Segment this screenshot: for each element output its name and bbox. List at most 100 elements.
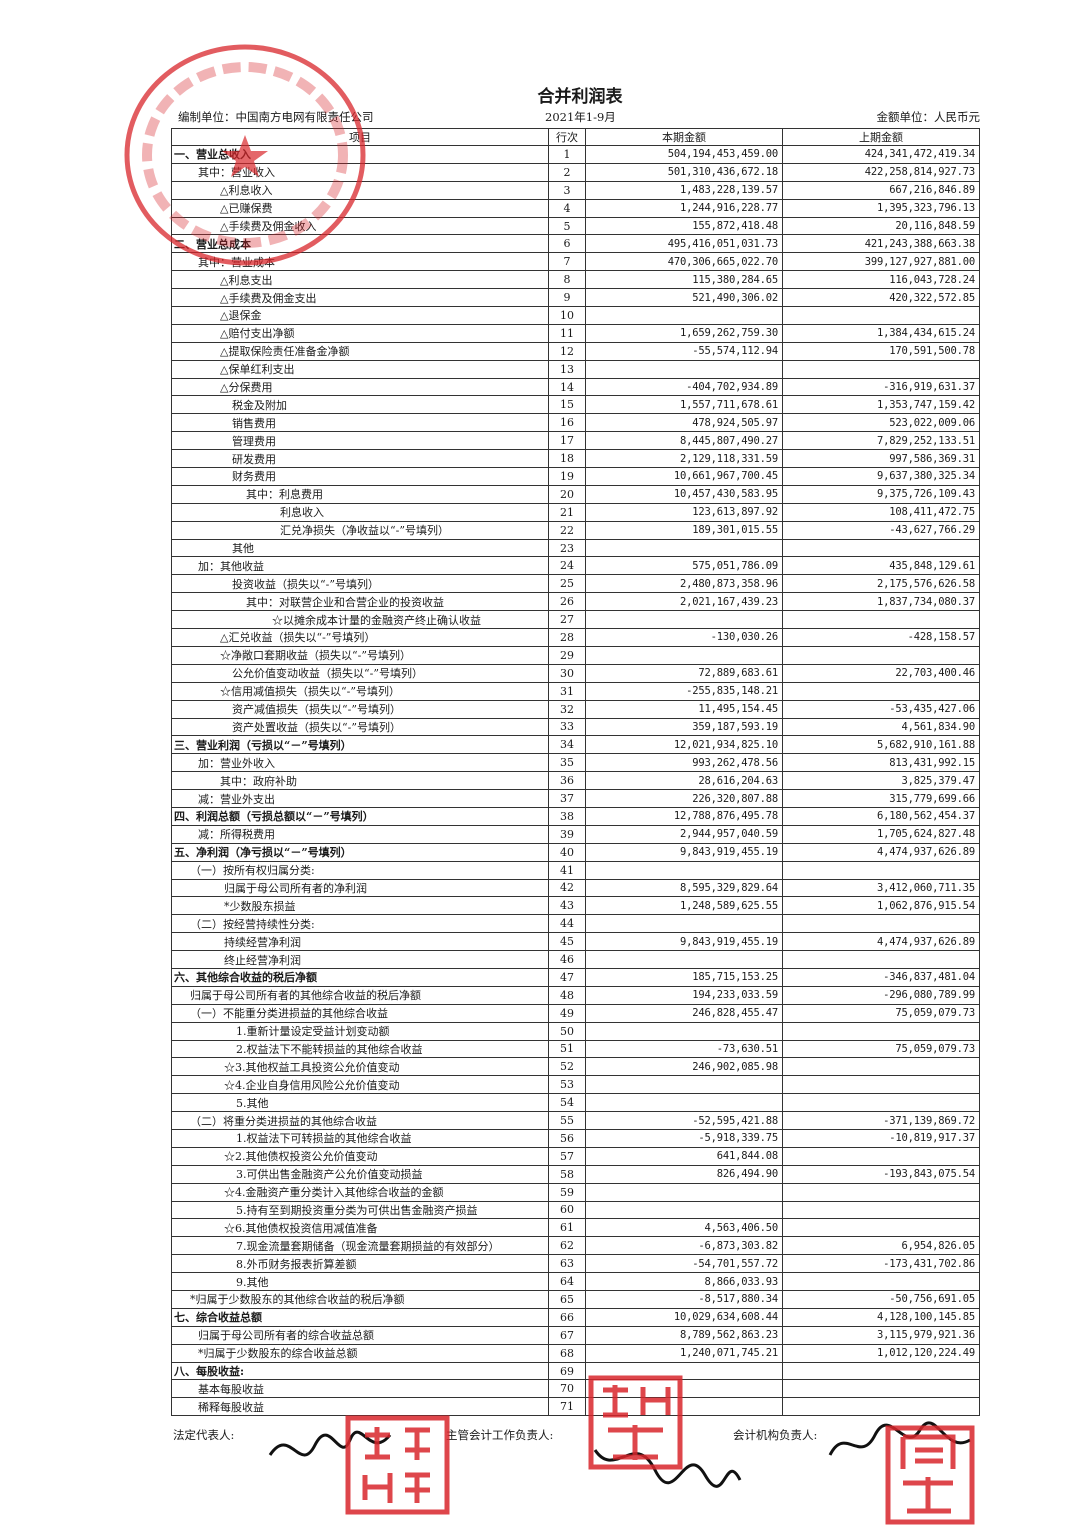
table-row: 投资收益（损失以“-”号填列） 25 2,480,873,358.96 2,175,5… xyxy=(171,574,980,594)
prior-amount: -346,837,481.04 xyxy=(782,967,980,987)
current-amount: 501,310,436,672.18 xyxy=(585,162,783,182)
row-label: 二、营业总成本 xyxy=(171,234,549,254)
row-number: 42 xyxy=(548,878,586,898)
row-number: 29 xyxy=(548,645,586,665)
table-row: 研发费用 18 2,129,118,331.59 997,586,369.31 xyxy=(171,449,980,469)
table-row: *归属于少数股东的综合收益总额 68 1,240,071,745.21 1,012,1… xyxy=(171,1343,980,1363)
row-label: 公允价值变动收益（损失以“-”号填列） xyxy=(171,663,549,683)
table-row: 稀释每股收益 71 xyxy=(171,1397,980,1417)
prior-amount: 399,127,927,881.00 xyxy=(782,252,980,272)
current-amount xyxy=(585,950,783,969)
prior-amount: 3,825,379.47 xyxy=(782,771,980,791)
prior-amount: 1,353,747,159.42 xyxy=(782,395,980,415)
table-row: 终止经营净利润 46 xyxy=(171,950,980,969)
table-row: 7.现金流量套期储备（现金流量套期损益的有效部分） 62 -6,873,303.82… xyxy=(171,1236,980,1256)
row-number: 68 xyxy=(548,1343,586,1363)
table-row: 5.其他 54 xyxy=(171,1093,980,1113)
signature-accounting-head xyxy=(828,1421,971,1456)
document-title: 合并利润表 xyxy=(537,87,623,107)
current-amount: 1,659,262,759.30 xyxy=(585,323,783,343)
row-label: 七、综合收益总额 xyxy=(171,1307,549,1327)
row-label: 资产处置收益（损失以“-”号填列） xyxy=(171,717,549,737)
prior-amount: -173,431,702.86 xyxy=(782,1254,980,1274)
row-number: 37 xyxy=(548,789,586,808)
current-amount: 189,301,015.55 xyxy=(585,520,783,540)
row-label: 投资收益（损失以“-”号填列） xyxy=(171,574,549,594)
signature-legal-rep xyxy=(268,1430,392,1457)
prior-amount: 1,012,120,224.49 xyxy=(782,1343,980,1363)
row-number: 55 xyxy=(548,1111,586,1130)
prior-amount: 9,375,726,109.43 xyxy=(782,484,980,504)
prior-amount xyxy=(782,359,980,379)
current-amount xyxy=(585,1397,783,1417)
prior-amount: 3,115,979,921.36 xyxy=(782,1325,980,1345)
row-number: 52 xyxy=(548,1057,586,1077)
row-label: 五、净利润（净亏损以“－”号填列） xyxy=(171,842,549,862)
current-amount: 194,233,033.59 xyxy=(585,985,783,1005)
table-header-row: 项目 行次 本期金额 上期金额 xyxy=(171,128,980,146)
table-row: △提取保险责任准备金净额 12 -55,574,112.94 170,591,500.… xyxy=(171,341,980,361)
current-amount: 4,563,406.50 xyxy=(585,1218,783,1238)
table-row: ☆净敞口套期收益（损失以“-”号填列） 29 xyxy=(171,645,980,665)
row-number: 49 xyxy=(548,1003,586,1023)
row-number: 24 xyxy=(548,556,586,576)
row-label: 三、营业利润（亏损以“－”号填列） xyxy=(171,735,549,755)
row-label: 其中：政府补助 xyxy=(171,771,549,791)
row-number: 20 xyxy=(548,484,586,504)
table-row: 销售费用 16 478,924,505.97 523,022,009.06 xyxy=(171,413,980,433)
prior-amount: 813,431,992.15 xyxy=(782,753,980,773)
table-row: 其他 23 xyxy=(171,538,980,558)
row-number: 10 xyxy=(548,306,586,325)
row-label: 稀释每股收益 xyxy=(171,1397,549,1417)
table-row: 加：营业外收入 35 993,262,478.56 813,431,992.15 xyxy=(171,753,980,773)
prior-amount: 4,561,834.90 xyxy=(782,717,980,737)
prior-amount xyxy=(782,1379,980,1399)
row-label: 归属于母公司所有者的综合收益总额 xyxy=(171,1325,549,1345)
row-label: （一）不能重分类进损益的其他综合收益 xyxy=(171,1003,549,1023)
current-amount xyxy=(585,645,783,665)
row-number: 57 xyxy=(548,1146,586,1166)
table-row: △手续费及佣金收入 5 155,872,418.48 20,116,848.59 xyxy=(171,216,980,236)
row-label: 其中：利息费用 xyxy=(171,484,549,504)
row-label: 持续经营净利润 xyxy=(171,932,549,952)
row-number: 30 xyxy=(548,663,586,683)
row-label: 销售费用 xyxy=(171,413,549,433)
row-number: 48 xyxy=(548,985,586,1005)
table-row: ☆6.其他债权投资信用减值准备 61 4,563,406.50 xyxy=(171,1218,980,1238)
prior-amount: 421,243,388,663.38 xyxy=(782,234,980,254)
current-amount xyxy=(585,1021,783,1041)
row-number: 18 xyxy=(548,449,586,469)
row-label: 归属于母公司所有者的净利润 xyxy=(171,878,549,898)
row-label: ☆2.其他债权投资公允价值变动 xyxy=(171,1146,549,1166)
row-label: 财务费用 xyxy=(171,467,549,486)
prior-amount: 420,322,572.85 xyxy=(782,288,980,308)
row-number: 5 xyxy=(548,216,586,236)
table-row: 资产处置收益（损失以“-”号填列） 33 359,187,593.19 4,561,8… xyxy=(171,717,980,737)
table-row: 五、净利润（净亏损以“－”号填列） 40 9,843,919,455.19 4,474… xyxy=(171,842,980,862)
row-label: ☆4.金融资产重分类计入其他综合收益的金额 xyxy=(171,1182,549,1202)
current-amount xyxy=(585,1361,783,1381)
current-amount: 115,380,284.65 xyxy=(585,270,783,290)
current-amount xyxy=(585,1093,783,1113)
current-amount xyxy=(585,1075,783,1095)
current-amount: 10,457,430,583.95 xyxy=(585,484,783,504)
prior-amount: 9,637,380,325.34 xyxy=(782,467,980,486)
row-number: 38 xyxy=(548,806,586,826)
row-label: 1.权益法下可转损益的其他综合收益 xyxy=(171,1128,549,1148)
report-period: 2021年1-9月 xyxy=(545,110,616,124)
legal-representative-label: 法定代表人: xyxy=(173,1428,235,1442)
table-row: 8.外币财务报表折算差额 63 -54,701,557.72 -173,431,702… xyxy=(171,1254,980,1274)
current-amount: 155,872,418.48 xyxy=(585,216,783,236)
prior-amount: 315,779,699.66 xyxy=(782,789,980,808)
row-number: 13 xyxy=(548,359,586,379)
current-amount: 1,483,228,139.57 xyxy=(585,180,783,200)
prior-amount xyxy=(782,681,980,701)
row-label: *少数股东损益 xyxy=(171,896,549,916)
row-label: 终止经营净利润 xyxy=(171,950,549,969)
prior-amount: -53,435,427.06 xyxy=(782,699,980,719)
row-label: 1.重新计量设定受益计划变动额 xyxy=(171,1021,549,1041)
current-amount: 1,244,916,228.77 xyxy=(585,198,783,218)
prior-amount: 75,059,079.73 xyxy=(782,1003,980,1023)
current-amount: 246,828,455.47 xyxy=(585,1003,783,1023)
row-label: 基本每股收益 xyxy=(171,1379,549,1399)
